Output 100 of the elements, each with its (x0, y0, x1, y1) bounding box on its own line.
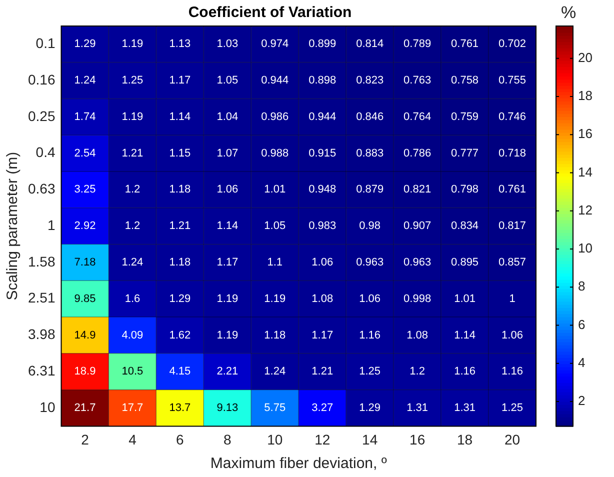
color-bar-label: 12 (578, 202, 592, 218)
data-label: 21.7 (74, 402, 96, 414)
x-axis-title: Maximum fiber deviation, º (210, 455, 388, 472)
data-label: 0.718 (498, 147, 526, 160)
data-label: 1.05 (264, 220, 286, 232)
data-label: 0.759 (451, 110, 479, 123)
data-label: 2.92 (74, 220, 96, 232)
y-tick-label: 2.51 (28, 290, 56, 306)
data-label: 0.846 (356, 110, 384, 123)
y-tick-label: 0.4 (36, 144, 56, 160)
data-label: 1.07 (216, 147, 238, 160)
chart-title: Coefficient of Variation (188, 4, 352, 22)
data-label: 1.19 (122, 110, 144, 123)
data-label: 0.798 (451, 184, 479, 196)
data-label: 1.06 (359, 292, 381, 305)
data-label: 1.14 (216, 220, 238, 232)
data-label: 0.817 (498, 220, 526, 232)
data-label: 1.14 (454, 329, 476, 342)
color-bar-label: 8 (578, 278, 586, 294)
x-tick-label: 10 (267, 431, 283, 448)
x-tick-label: 8 (224, 431, 232, 448)
data-label: 2.54 (74, 147, 96, 160)
y-tick-label: 3.98 (28, 326, 56, 342)
data-label: 0.974 (261, 38, 289, 50)
y-tick-label: 0.16 (28, 71, 56, 88)
data-label: 1.13 (169, 38, 191, 50)
color-bar-label: 10 (578, 240, 592, 256)
y-tick-label: 1.58 (28, 253, 56, 270)
y-tick-label: 0.63 (28, 180, 56, 197)
y-tick-label: 0.1 (36, 35, 56, 52)
data-label: 1.74 (74, 110, 96, 123)
color-bar-label: 4 (578, 354, 586, 370)
y-axis-title: Scaling parameter (m) (4, 152, 22, 300)
data-label: 1.2 (124, 184, 140, 196)
data-label: 3.25 (74, 184, 96, 196)
x-tick-label: 18 (457, 431, 473, 448)
data-label: 0.814 (356, 38, 384, 50)
data-label: 1.15 (169, 147, 191, 160)
color-bar-label: 20 (578, 50, 592, 65)
data-label: 0.821 (404, 184, 432, 196)
data-label: 1.01 (454, 292, 476, 305)
data-label: 7.18 (74, 256, 96, 269)
data-label: 1.08 (312, 292, 334, 305)
data-label: 0.755 (498, 74, 526, 87)
data-label: 1.21 (169, 220, 191, 232)
data-label: 0.883 (356, 147, 384, 160)
data-label: 1.24 (122, 256, 144, 269)
data-label: 2.21 (216, 366, 238, 378)
data-label: 0.899 (308, 38, 336, 50)
data-label: 1.17 (169, 74, 191, 87)
data-label: 0.702 (498, 38, 526, 50)
data-label: 0.764 (404, 110, 432, 123)
data-label: 1.2 (124, 220, 140, 232)
y-tick-label: 6.31 (28, 362, 56, 378)
color-bar-label: 18 (578, 88, 592, 104)
data-label: 0.998 (404, 292, 432, 305)
data-label: 0.948 (308, 184, 336, 196)
data-label: 0.988 (261, 147, 289, 160)
data-label: 1.18 (169, 184, 191, 196)
data-label: 1.04 (216, 110, 238, 123)
color-bar-label: 16 (578, 126, 592, 142)
data-label: 0.857 (498, 256, 526, 269)
data-label: 0.789 (404, 38, 432, 50)
x-tick-label: 14 (362, 431, 378, 448)
color-bar-title: % (560, 3, 576, 22)
data-label: 1.25 (359, 366, 381, 378)
color-bar-label: 14 (578, 164, 592, 180)
data-label: 0.777 (451, 147, 479, 160)
data-label: 1.19 (264, 292, 286, 305)
data-label: 1.19 (216, 292, 238, 305)
data-label: 1.19 (122, 38, 144, 50)
y-tick-label: 0.25 (28, 108, 56, 124)
data-label: 1.25 (122, 74, 144, 87)
data-label: 1.1 (267, 256, 283, 269)
data-label: 0.963 (404, 256, 432, 269)
x-tick-label: 2 (81, 431, 90, 448)
data-label: 0.898 (308, 74, 336, 87)
data-label: 0.761 (451, 38, 479, 50)
color-bar-label: 2 (578, 393, 586, 408)
x-tick-label: 16 (410, 431, 426, 448)
data-label: 0.983 (308, 220, 336, 232)
y-tick-label: 1 (47, 216, 56, 233)
data-label: 1.6 (124, 292, 140, 305)
x-tick-label: 6 (176, 431, 184, 448)
data-label: 4.09 (122, 329, 144, 342)
data-label: 1.08 (406, 329, 428, 342)
data-label: 1.16 (502, 366, 523, 378)
data-label: 1.06 (312, 256, 334, 269)
data-label: 0.834 (451, 220, 479, 232)
data-label: 1.21 (312, 366, 334, 378)
data-label: 0.763 (404, 74, 432, 87)
data-label: 0.907 (404, 220, 432, 232)
data-label: 0.786 (404, 147, 432, 160)
data-label: 1.16 (359, 329, 381, 342)
data-label: 0.963 (356, 256, 384, 269)
data-label: 0.944 (308, 110, 336, 123)
color-bar-label: 6 (578, 316, 586, 332)
data-label: 1 (509, 292, 516, 305)
data-label: 1.29 (74, 38, 96, 50)
data-label: 1.25 (502, 402, 523, 414)
